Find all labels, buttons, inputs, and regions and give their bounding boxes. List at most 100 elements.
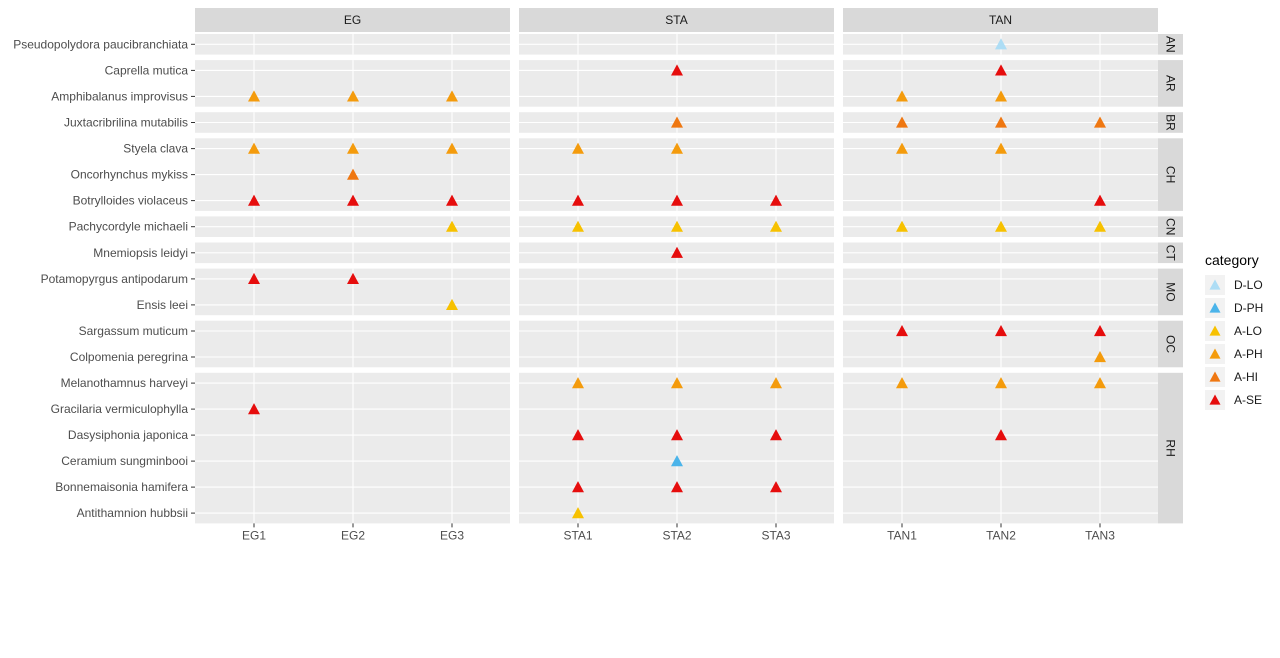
data-point-sargassum-muticum-tan2 [995, 325, 1007, 337]
legend-label-d-lo: D-LO [1234, 278, 1263, 292]
data-point-pachycordyle-michaeli-sta1 [572, 220, 584, 232]
legend-label-a-se: A-SE [1234, 393, 1262, 407]
y-tick-label-oncorhynchus-mykiss: Oncorhynchus mykiss [71, 168, 188, 182]
column-strip-tan [843, 8, 1158, 32]
legend-symbol-a-se [1209, 394, 1221, 405]
data-point-styela-clava-sta2 [671, 142, 683, 154]
y-tick-label-juxtacribrilina-mutabilis: Juxtacribrilina mutabilis [64, 116, 188, 130]
legend-symbol-a-lo [1209, 325, 1221, 336]
data-point-melanothamnus-harveyi-tan2 [995, 377, 1007, 389]
column-strip-eg [195, 8, 510, 32]
data-point-bonnemaisonia-hamifera-sta2 [671, 481, 683, 493]
data-point-dasysiphonia-japonica-sta1 [572, 429, 584, 441]
data-point-potamopyrgus-antipodarum-eg1 [248, 272, 260, 284]
data-point-juxtacribrilina-mutabilis-tan1 [896, 116, 908, 128]
data-point-dasysiphonia-japonica-sta3 [770, 429, 782, 441]
y-tick-label-amphibalanus-improvisus: Amphibalanus improvisus [51, 89, 188, 103]
y-tick-label-potamopyrgus-antipodarum: Potamopyrgus antipodarum [41, 272, 188, 286]
y-tick-label-ensis-leei: Ensis leei [137, 298, 188, 312]
row-strip-cn [1158, 216, 1183, 237]
row-strip-label-mo: MO [1164, 282, 1178, 301]
data-point-melanothamnus-harveyi-sta2 [671, 377, 683, 389]
legend-symbol-a-hi [1209, 371, 1221, 382]
data-point-pachycordyle-michaeli-tan2 [995, 220, 1007, 232]
legend-symbol-a-ph [1209, 348, 1221, 359]
x-tick-label-sta3: STA3 [761, 528, 790, 542]
data-point-sargassum-muticum-tan1 [896, 325, 908, 337]
x-tick-label-eg1: EG1 [242, 528, 266, 542]
data-point-melanothamnus-harveyi-tan3 [1094, 377, 1106, 389]
y-tick-label-botrylloides-violaceus: Botrylloides violaceus [73, 194, 188, 208]
y-tick-label-pachycordyle-michaeli: Pachycordyle michaeli [69, 220, 188, 234]
row-strip-an [1158, 34, 1183, 55]
row-strip-ch [1158, 138, 1183, 211]
y-tick-label-dasysiphonia-japonica: Dasysiphonia japonica [68, 428, 188, 442]
data-point-bonnemaisonia-hamifera-sta1 [572, 481, 584, 493]
row-strip-label-ch: CH [1164, 166, 1178, 183]
y-tick-label-styela-clava: Styela clava [123, 142, 188, 156]
row-strip-ar [1158, 60, 1183, 107]
row-strip-label-an: AN [1164, 36, 1178, 53]
data-point-amphibalanus-improvisus-eg3 [446, 90, 458, 102]
x-tick-label-eg2: EG2 [341, 528, 365, 542]
row-strip-oc [1158, 320, 1183, 368]
data-point-botrylloides-violaceus-tan3 [1094, 194, 1106, 206]
data-point-pachycordyle-michaeli-eg3 [446, 220, 458, 232]
data-point-melanothamnus-harveyi-tan1 [896, 377, 908, 389]
data-point-potamopyrgus-antipodarum-eg2 [347, 272, 359, 284]
legend-symbol-d-ph [1209, 302, 1221, 313]
data-point-styela-clava-sta1 [572, 142, 584, 154]
y-tick-label-gracilaria-vermiculophylla: Gracilaria vermiculophylla [51, 402, 189, 416]
data-point-botrylloides-violaceus-eg1 [248, 194, 260, 206]
data-point-pseudopolydora-paucibranchiata-tan2 [995, 38, 1007, 50]
row-strip-br [1158, 112, 1183, 133]
y-tick-label-sargassum-muticum: Sargassum muticum [79, 324, 188, 338]
data-point-amphibalanus-improvisus-tan1 [896, 90, 908, 102]
data-point-juxtacribrilina-mutabilis-tan3 [1094, 116, 1106, 128]
row-strip-label-ct: CT [1164, 245, 1178, 262]
row-strip-label-br: BR [1164, 114, 1178, 131]
legend-label-a-ph: A-PH [1234, 347, 1263, 361]
data-point-mnemiopsis-leidyi-sta2 [671, 246, 683, 258]
column-strip-label-eg: EG [344, 13, 361, 27]
x-tick-label-tan2: TAN2 [986, 528, 1016, 542]
data-point-amphibalanus-improvisus-eg1 [248, 90, 260, 102]
y-tick-label-caprella-mutica: Caprella mutica [105, 63, 189, 77]
data-point-amphibalanus-improvisus-eg2 [347, 90, 359, 102]
legend-symbol-d-lo [1209, 279, 1221, 290]
data-point-ensis-leei-eg3 [446, 298, 458, 310]
legend-label-d-ph: D-PH [1234, 301, 1263, 315]
column-strip-label-tan: TAN [989, 13, 1012, 27]
data-point-colpomenia-peregrina-tan3 [1094, 351, 1106, 363]
data-point-botrylloides-violaceus-eg2 [347, 194, 359, 206]
y-tick-label-bonnemaisonia-hamifera: Bonnemaisonia hamifera [55, 480, 188, 494]
x-tick-label-sta1: STA1 [563, 528, 592, 542]
row-strip-rh [1158, 372, 1183, 524]
column-strip-sta [519, 8, 834, 32]
data-point-styela-clava-eg3 [446, 142, 458, 154]
data-point-sargassum-muticum-tan3 [1094, 325, 1106, 337]
data-point-botrylloides-violaceus-sta2 [671, 194, 683, 206]
data-point-oncorhynchus-mykiss-eg2 [347, 168, 359, 180]
data-point-dasysiphonia-japonica-tan2 [995, 429, 1007, 441]
y-tick-label-pseudopolydora-paucibranchiata: Pseudopolydora paucibranchiata [13, 37, 188, 51]
data-point-melanothamnus-harveyi-sta1 [572, 377, 584, 389]
row-strip-mo [1158, 268, 1183, 316]
y-tick-label-mnemiopsis-leidyi: Mnemiopsis leidyi [93, 246, 188, 260]
data-point-juxtacribrilina-mutabilis-sta2 [671, 116, 683, 128]
legend-label-a-hi: A-HI [1234, 370, 1258, 384]
y-tick-label-colpomenia-peregrina: Colpomenia peregrina [70, 350, 188, 364]
y-tick-label-antithamnion-hubbsii: Antithamnion hubbsii [77, 506, 188, 520]
data-point-dasysiphonia-japonica-sta2 [671, 429, 683, 441]
data-point-bonnemaisonia-hamifera-sta3 [770, 481, 782, 493]
data-point-gracilaria-vermiculophylla-eg1 [248, 403, 260, 415]
data-point-botrylloides-violaceus-eg3 [446, 194, 458, 206]
row-strip-label-ar: AR [1164, 75, 1178, 92]
x-tick-label-tan1: TAN1 [887, 528, 917, 542]
data-point-pachycordyle-michaeli-tan3 [1094, 220, 1106, 232]
y-tick-label-ceramium-sungminbooi: Ceramium sungminbooi [61, 454, 188, 468]
x-tick-label-sta2: STA2 [662, 528, 691, 542]
data-point-caprella-mutica-sta2 [671, 64, 683, 76]
column-strip-label-sta: STA [665, 13, 687, 27]
data-point-juxtacribrilina-mutabilis-tan2 [995, 116, 1007, 128]
